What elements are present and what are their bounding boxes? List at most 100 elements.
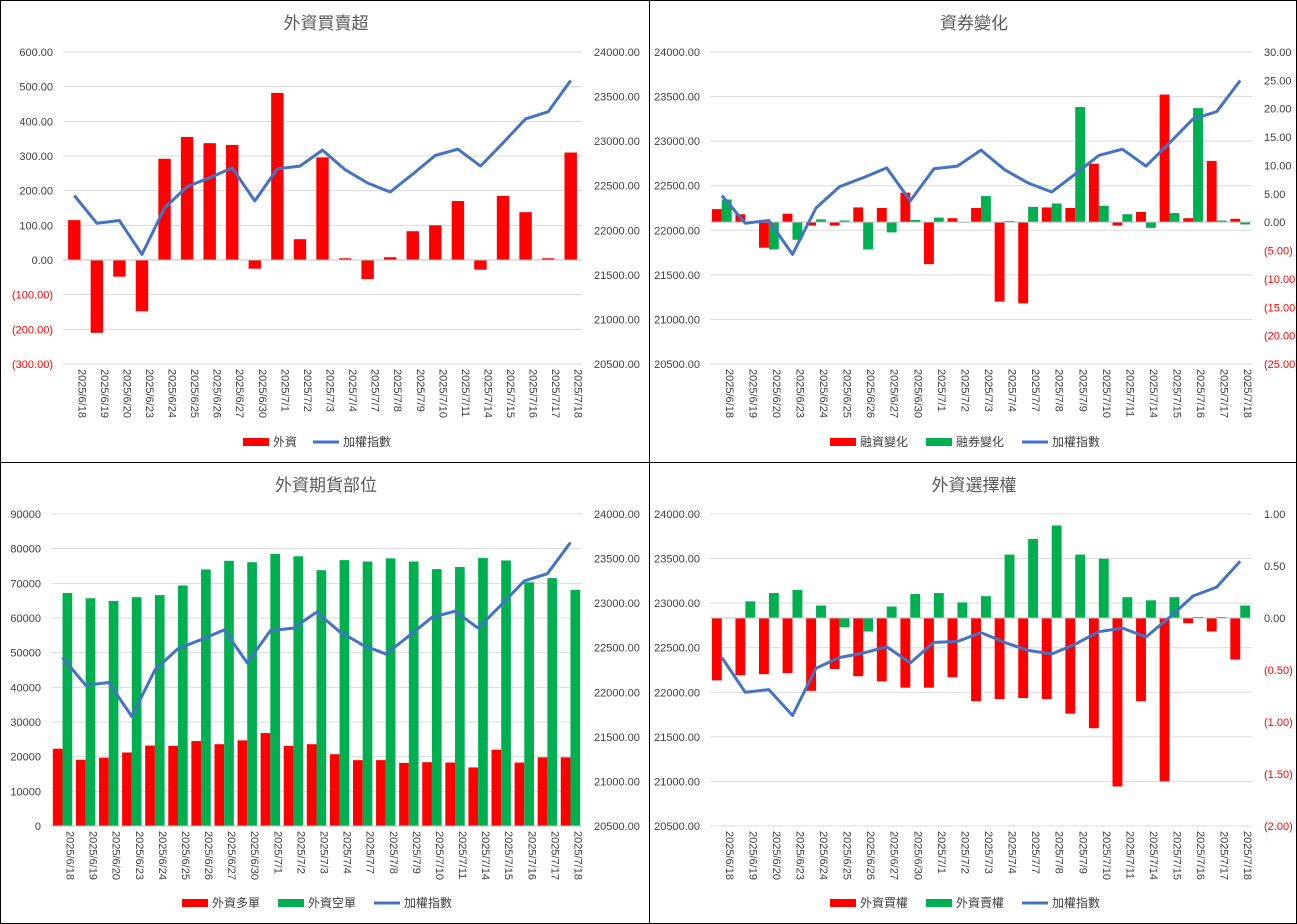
bar [994, 222, 1005, 302]
x-tick-label: 2025/7/18 [572, 369, 584, 418]
x-tick-label: 2025/6/26 [864, 831, 876, 880]
bar-series [711, 618, 1241, 787]
bar [329, 754, 340, 826]
x-tick-label: 2025/7/4 [346, 369, 358, 412]
legend-label: 外資 [273, 435, 297, 449]
x-tick-label: 2025/7/9 [1076, 369, 1088, 412]
bar [816, 219, 826, 223]
x-tick-labels: 2025/6/18 2025/6/19 2025/6/20 2025/6/23 2025… [723, 831, 1253, 880]
bar [971, 618, 981, 702]
y-tick-label: 24000.00 [654, 47, 700, 59]
bar [570, 589, 581, 826]
x-tick-label: 2025/6/27 [888, 831, 900, 880]
y2-tick-label: 21500.00 [594, 732, 640, 744]
bar [201, 569, 211, 826]
line-series [720, 79, 1242, 256]
y-tick-label: 20000 [10, 752, 41, 764]
y-tick-label: 100.00 [19, 220, 53, 232]
y2-tick-label: 22000.00 [594, 687, 640, 699]
bar [933, 593, 944, 618]
x-tick-label: 2025/7/7 [1029, 369, 1041, 412]
bar [422, 762, 432, 826]
bar [68, 220, 81, 260]
bar [839, 220, 850, 223]
y-tick-label: 200.00 [19, 186, 53, 198]
bar-series [62, 553, 581, 826]
x-tick-label: 2025/6/23 [793, 369, 805, 418]
line-series [73, 79, 572, 256]
x-tick-label: 2025/6/30 [248, 831, 260, 880]
bar [981, 596, 991, 618]
x-tick-label: 2025/7/15 [504, 369, 516, 418]
x-tick-label: 2025/7/8 [391, 369, 403, 412]
x-tick-label: 2025/6/24 [817, 369, 829, 418]
bar [1136, 618, 1146, 702]
y-tick-label: 22000.00 [654, 225, 700, 237]
y-tick-label: 20500.00 [654, 359, 700, 371]
y-tick-label: 500.00 [19, 82, 53, 94]
x-tick-label: 2025/6/19 [98, 369, 110, 418]
chart-panel-futures: 外資期貨部位 90000 80000 70000 60000 50000 40000 3000… [0, 462, 650, 924]
bar-series [68, 92, 577, 333]
y2-tick-label: 20.00 [1264, 104, 1292, 116]
bar [1230, 618, 1241, 660]
bar [75, 759, 86, 826]
y-tick-label: 0.00 [32, 255, 53, 267]
bar [362, 561, 373, 826]
bar [816, 605, 826, 618]
bar [560, 757, 571, 826]
bar [541, 258, 555, 260]
chart-futures: 外資期貨部位 90000 80000 70000 60000 50000 40000 3000… [10, 476, 640, 910]
y-tick-label: 21500.00 [654, 732, 700, 744]
y-tick-label: (300.00) [12, 359, 53, 371]
x-tick-labels: 2025/6/18 2025/6/19 2025/6/20 2025/6/23 2025… [723, 369, 1253, 418]
legend-label: 加權指數 [1052, 895, 1100, 910]
y2-tick-label: 24000.00 [594, 47, 640, 59]
bar [478, 558, 488, 826]
bar [451, 201, 465, 260]
bar [863, 222, 874, 250]
bar [1028, 206, 1039, 223]
x-tick-label: 2025/7/7 [369, 369, 381, 412]
legend-label: 外資多單 [212, 896, 260, 910]
y2-tick-label: 23000.00 [594, 598, 640, 610]
y2-tick-label: (0.50) [1264, 665, 1293, 677]
y-tick-label: (200.00) [12, 324, 53, 336]
legend-swatch [182, 899, 208, 907]
bar [496, 195, 510, 260]
bar [248, 260, 262, 269]
y2-tick-label: 22500.00 [594, 643, 640, 655]
y2-tick-label: 30.00 [1264, 47, 1292, 59]
y2-tick-label: (10.00) [1264, 274, 1297, 286]
x-tick-labels: 2025/6/18 2025/6/19 2025/6/20 2025/6/23 2025… [64, 831, 584, 880]
y-tick-label: 24000.00 [654, 509, 700, 521]
bar [1004, 221, 1015, 223]
y-tick-label: 23000.00 [654, 136, 700, 148]
bar [1169, 213, 1180, 223]
bar [1136, 211, 1146, 223]
bar [383, 257, 397, 260]
bar [491, 749, 502, 826]
bar [293, 556, 304, 826]
y2-tick-label: 0.00 [1264, 217, 1285, 229]
bar [1051, 203, 1062, 223]
bar [735, 618, 746, 676]
x-tick-label: 2025/7/9 [1076, 831, 1088, 874]
bar [316, 570, 327, 826]
bar [768, 222, 779, 250]
y-tick-label: 600.00 [19, 47, 53, 59]
x-tick-label: 2025/7/3 [318, 831, 330, 874]
bar [270, 553, 281, 826]
y-tick-label: 60000 [10, 613, 41, 625]
x-tick-label: 2025/6/27 [225, 831, 237, 880]
x-tick-label: 2025/6/25 [179, 831, 191, 880]
bar [385, 558, 396, 826]
bar [168, 745, 178, 826]
chart-panel-foreign-net: 外資買賣超 600.00 500.00 400.00 300.00 200.00 100.0… [0, 0, 650, 463]
y2-tick-label: 23500.00 [594, 554, 640, 566]
bar [1088, 618, 1099, 729]
y2-tick-label: 15.00 [1264, 132, 1292, 144]
y2-tick-label: 21000.00 [594, 776, 640, 788]
bar [1098, 558, 1109, 618]
x-tick-label: 2025/7/4 [341, 831, 353, 874]
